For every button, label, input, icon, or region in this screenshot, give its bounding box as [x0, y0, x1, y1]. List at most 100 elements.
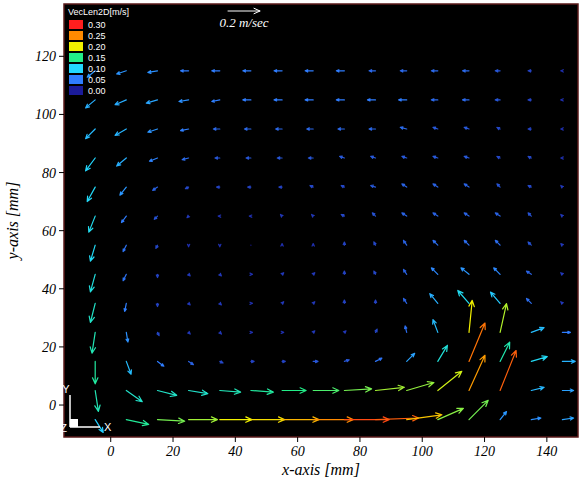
velocity-vector [189, 361, 194, 364]
velocity-vector [458, 291, 469, 304]
velocity-vector [219, 331, 222, 334]
velocity-vector [220, 417, 252, 422]
x-tick-label: 40 [228, 444, 242, 459]
velocity-vector [124, 303, 126, 311]
velocity-vector [158, 361, 164, 366]
velocity-vector [491, 292, 501, 303]
colorbar-label: 0.00 [88, 86, 106, 96]
velocity-vector [433, 127, 438, 129]
velocity-vector [469, 323, 485, 361]
y-tick [59, 230, 64, 231]
velocity-vector [181, 70, 189, 72]
velocity-vector [562, 360, 575, 364]
velocity-vector [154, 216, 157, 219]
y-tick [59, 346, 64, 347]
y-tick-label: 80 [42, 166, 56, 181]
velocity-vector [187, 215, 190, 218]
velocity-vector [126, 391, 142, 402]
axis-glyph [70, 419, 78, 427]
velocity-vector [245, 128, 251, 130]
velocity-vector [250, 273, 253, 275]
velocity-vector [277, 157, 282, 159]
x-tick [359, 437, 360, 442]
velocity-vector [528, 156, 531, 158]
velocity-vector [374, 300, 376, 303]
y-tick-label: 100 [35, 107, 56, 122]
velocity-vector [531, 417, 541, 420]
velocity-vector [528, 128, 531, 130]
velocity-vector [531, 387, 544, 391]
velocity-vector [95, 420, 103, 433]
velocity-vector [305, 70, 313, 72]
velocity-vector [281, 331, 284, 333]
colorbar-swatch [69, 75, 83, 84]
velocity-vector [312, 273, 315, 276]
velocity-vector [433, 156, 438, 158]
velocity-vector [531, 356, 547, 362]
velocity-vector [115, 129, 126, 135]
velocity-vector [281, 302, 284, 305]
velocity-vector [497, 156, 500, 158]
velocity-vector [561, 186, 564, 189]
plot-frame [64, 4, 578, 437]
velocity-vector [246, 157, 251, 159]
velocity-vector [402, 184, 407, 187]
x-tick [110, 437, 111, 442]
colorbar-swatch [69, 64, 83, 73]
velocity-vector [217, 186, 220, 188]
colorbar-swatch [69, 86, 83, 95]
velocity-vector [123, 245, 126, 251]
y-tick-label: 40 [42, 282, 56, 297]
velocity-vector [495, 240, 500, 245]
velocity-vector [561, 99, 564, 101]
velocity-vector [86, 100, 96, 108]
velocity-vector [561, 128, 564, 130]
velocity-vector [157, 332, 159, 335]
velocity-vector [281, 215, 284, 218]
velocity-vector [376, 358, 382, 361]
velocity-vector [156, 274, 158, 277]
velocity-vector [153, 187, 158, 190]
velocity-vector [500, 412, 506, 420]
velocity-vector [562, 389, 573, 392]
velocity-vector [561, 273, 564, 276]
velocity-vector [433, 240, 438, 245]
y-tick [59, 56, 64, 57]
velocity-vector [469, 300, 474, 332]
x-tick [422, 437, 423, 442]
velocity-vector [90, 332, 95, 353]
velocity-vector [312, 302, 315, 305]
velocity-vector [561, 70, 564, 72]
velocity-vector [93, 361, 98, 383]
velocity-vector [376, 416, 419, 421]
velocity-vector [374, 271, 376, 274]
y-axis-title: y-axis [mm] [4, 182, 22, 262]
velocity-vector [463, 99, 469, 101]
colorbar: VecLen2D[m/s]0.300.250.200.150.100.050.0… [68, 7, 129, 96]
colorbar-swatch [69, 20, 83, 29]
velocity-vector [90, 245, 96, 261]
velocity-vector [433, 184, 438, 187]
velocity-vector [126, 332, 129, 342]
velocity-vector [282, 388, 306, 393]
velocity-vector [248, 186, 251, 188]
colorbar-swatch [69, 31, 83, 40]
velocity-vector [464, 156, 469, 158]
velocity-vector [399, 99, 407, 101]
velocity-vector [369, 70, 375, 72]
x-tick [297, 437, 298, 442]
velocity-vector [497, 184, 500, 187]
velocity-vector [404, 240, 407, 245]
colorbar-label: 0.25 [88, 31, 106, 41]
velocity-vector [279, 186, 282, 188]
velocity-vector [438, 345, 448, 361]
velocity-vector [89, 303, 95, 322]
velocity-vector [407, 382, 434, 391]
x-tick [235, 437, 236, 442]
x-tick-label: 120 [474, 444, 495, 459]
velocity-vector [146, 100, 157, 104]
velocity-vector [527, 299, 532, 304]
velocity-vector [282, 360, 285, 362]
velocity-vector [158, 391, 177, 397]
velocity-vector [561, 244, 564, 247]
